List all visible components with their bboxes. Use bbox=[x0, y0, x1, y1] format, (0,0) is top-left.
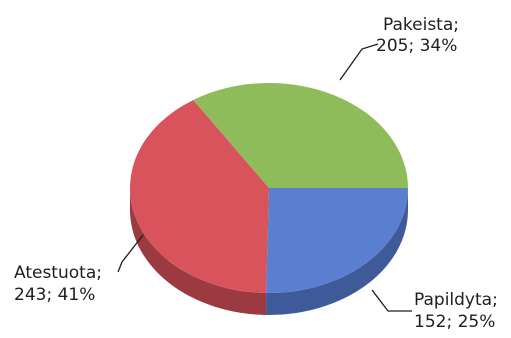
pie-depth bbox=[130, 188, 409, 315]
leader-line-papildyta bbox=[371, 289, 412, 312]
leader-line-pakeista bbox=[339, 43, 379, 81]
data-label-papildyta-value: 152; 25% bbox=[414, 312, 495, 332]
data-label-pakeista-name: Pakeista; bbox=[383, 15, 459, 35]
pie-slice-pakeista bbox=[193, 83, 408, 188]
data-label-pakeista-value: 205; 34% bbox=[376, 36, 457, 56]
pie-slices bbox=[129, 83, 409, 293]
pie-slice-papildyta bbox=[266, 188, 409, 293]
pie-side-atestuota bbox=[130, 188, 267, 315]
pie-side-papildyta bbox=[266, 188, 409, 315]
data-label-papildyta-name: Papildyta; bbox=[414, 290, 498, 310]
data-label-atestuota: Atestuota; 243; 41% bbox=[14, 263, 107, 305]
data-label-papildyta: Papildyta; 152; 25% bbox=[414, 290, 503, 332]
leader-line-atestuota bbox=[117, 234, 144, 273]
data-label-atestuota-name: Atestuota; bbox=[14, 263, 102, 283]
pie-slice-atestuota bbox=[129, 99, 269, 293]
data-label-pakeista: Pakeista; 205; 34% bbox=[376, 15, 464, 56]
data-label-atestuota-value: 243; 41% bbox=[14, 285, 95, 305]
